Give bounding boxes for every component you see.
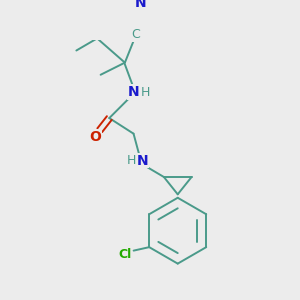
Text: N: N xyxy=(136,154,148,167)
Text: N: N xyxy=(128,85,140,99)
Text: O: O xyxy=(89,130,101,144)
Text: N: N xyxy=(135,0,146,10)
Text: Cl: Cl xyxy=(118,248,132,261)
Text: H: H xyxy=(126,154,136,167)
Text: H: H xyxy=(141,85,150,99)
Text: C: C xyxy=(131,28,140,41)
